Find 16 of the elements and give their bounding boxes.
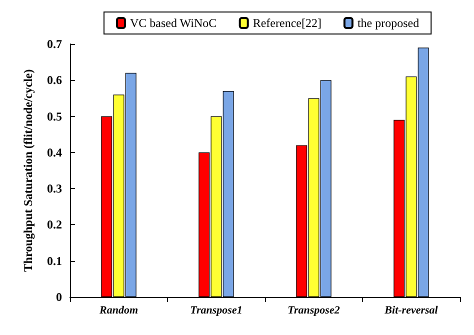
y-tick-label: 0.7: [47, 37, 62, 51]
x-tick-label: Transpose2: [288, 304, 340, 316]
y-tick-label: 0.4: [47, 145, 62, 160]
x-tick-label: Random: [98, 304, 138, 316]
y-tick-label: 0.2: [47, 218, 62, 232]
legend-label: the proposed: [357, 16, 420, 30]
x-tick-label: Transpose1: [190, 304, 242, 316]
y-tick-label: 0.6: [47, 73, 62, 88]
x-tick-label: Bit-reversal: [384, 304, 439, 316]
legend-label: Reference[22]: [252, 16, 322, 30]
y-axis-title: Throughput Saturation (flit/node/cycle): [21, 69, 35, 272]
legend-label: VC based WiNoC: [130, 16, 217, 30]
y-tick-label: 0.3: [47, 182, 62, 196]
y-tick-label: 0.5: [47, 109, 62, 124]
y-tick-label: 0: [56, 290, 62, 304]
y-tick-label: 0.1: [47, 254, 62, 268]
